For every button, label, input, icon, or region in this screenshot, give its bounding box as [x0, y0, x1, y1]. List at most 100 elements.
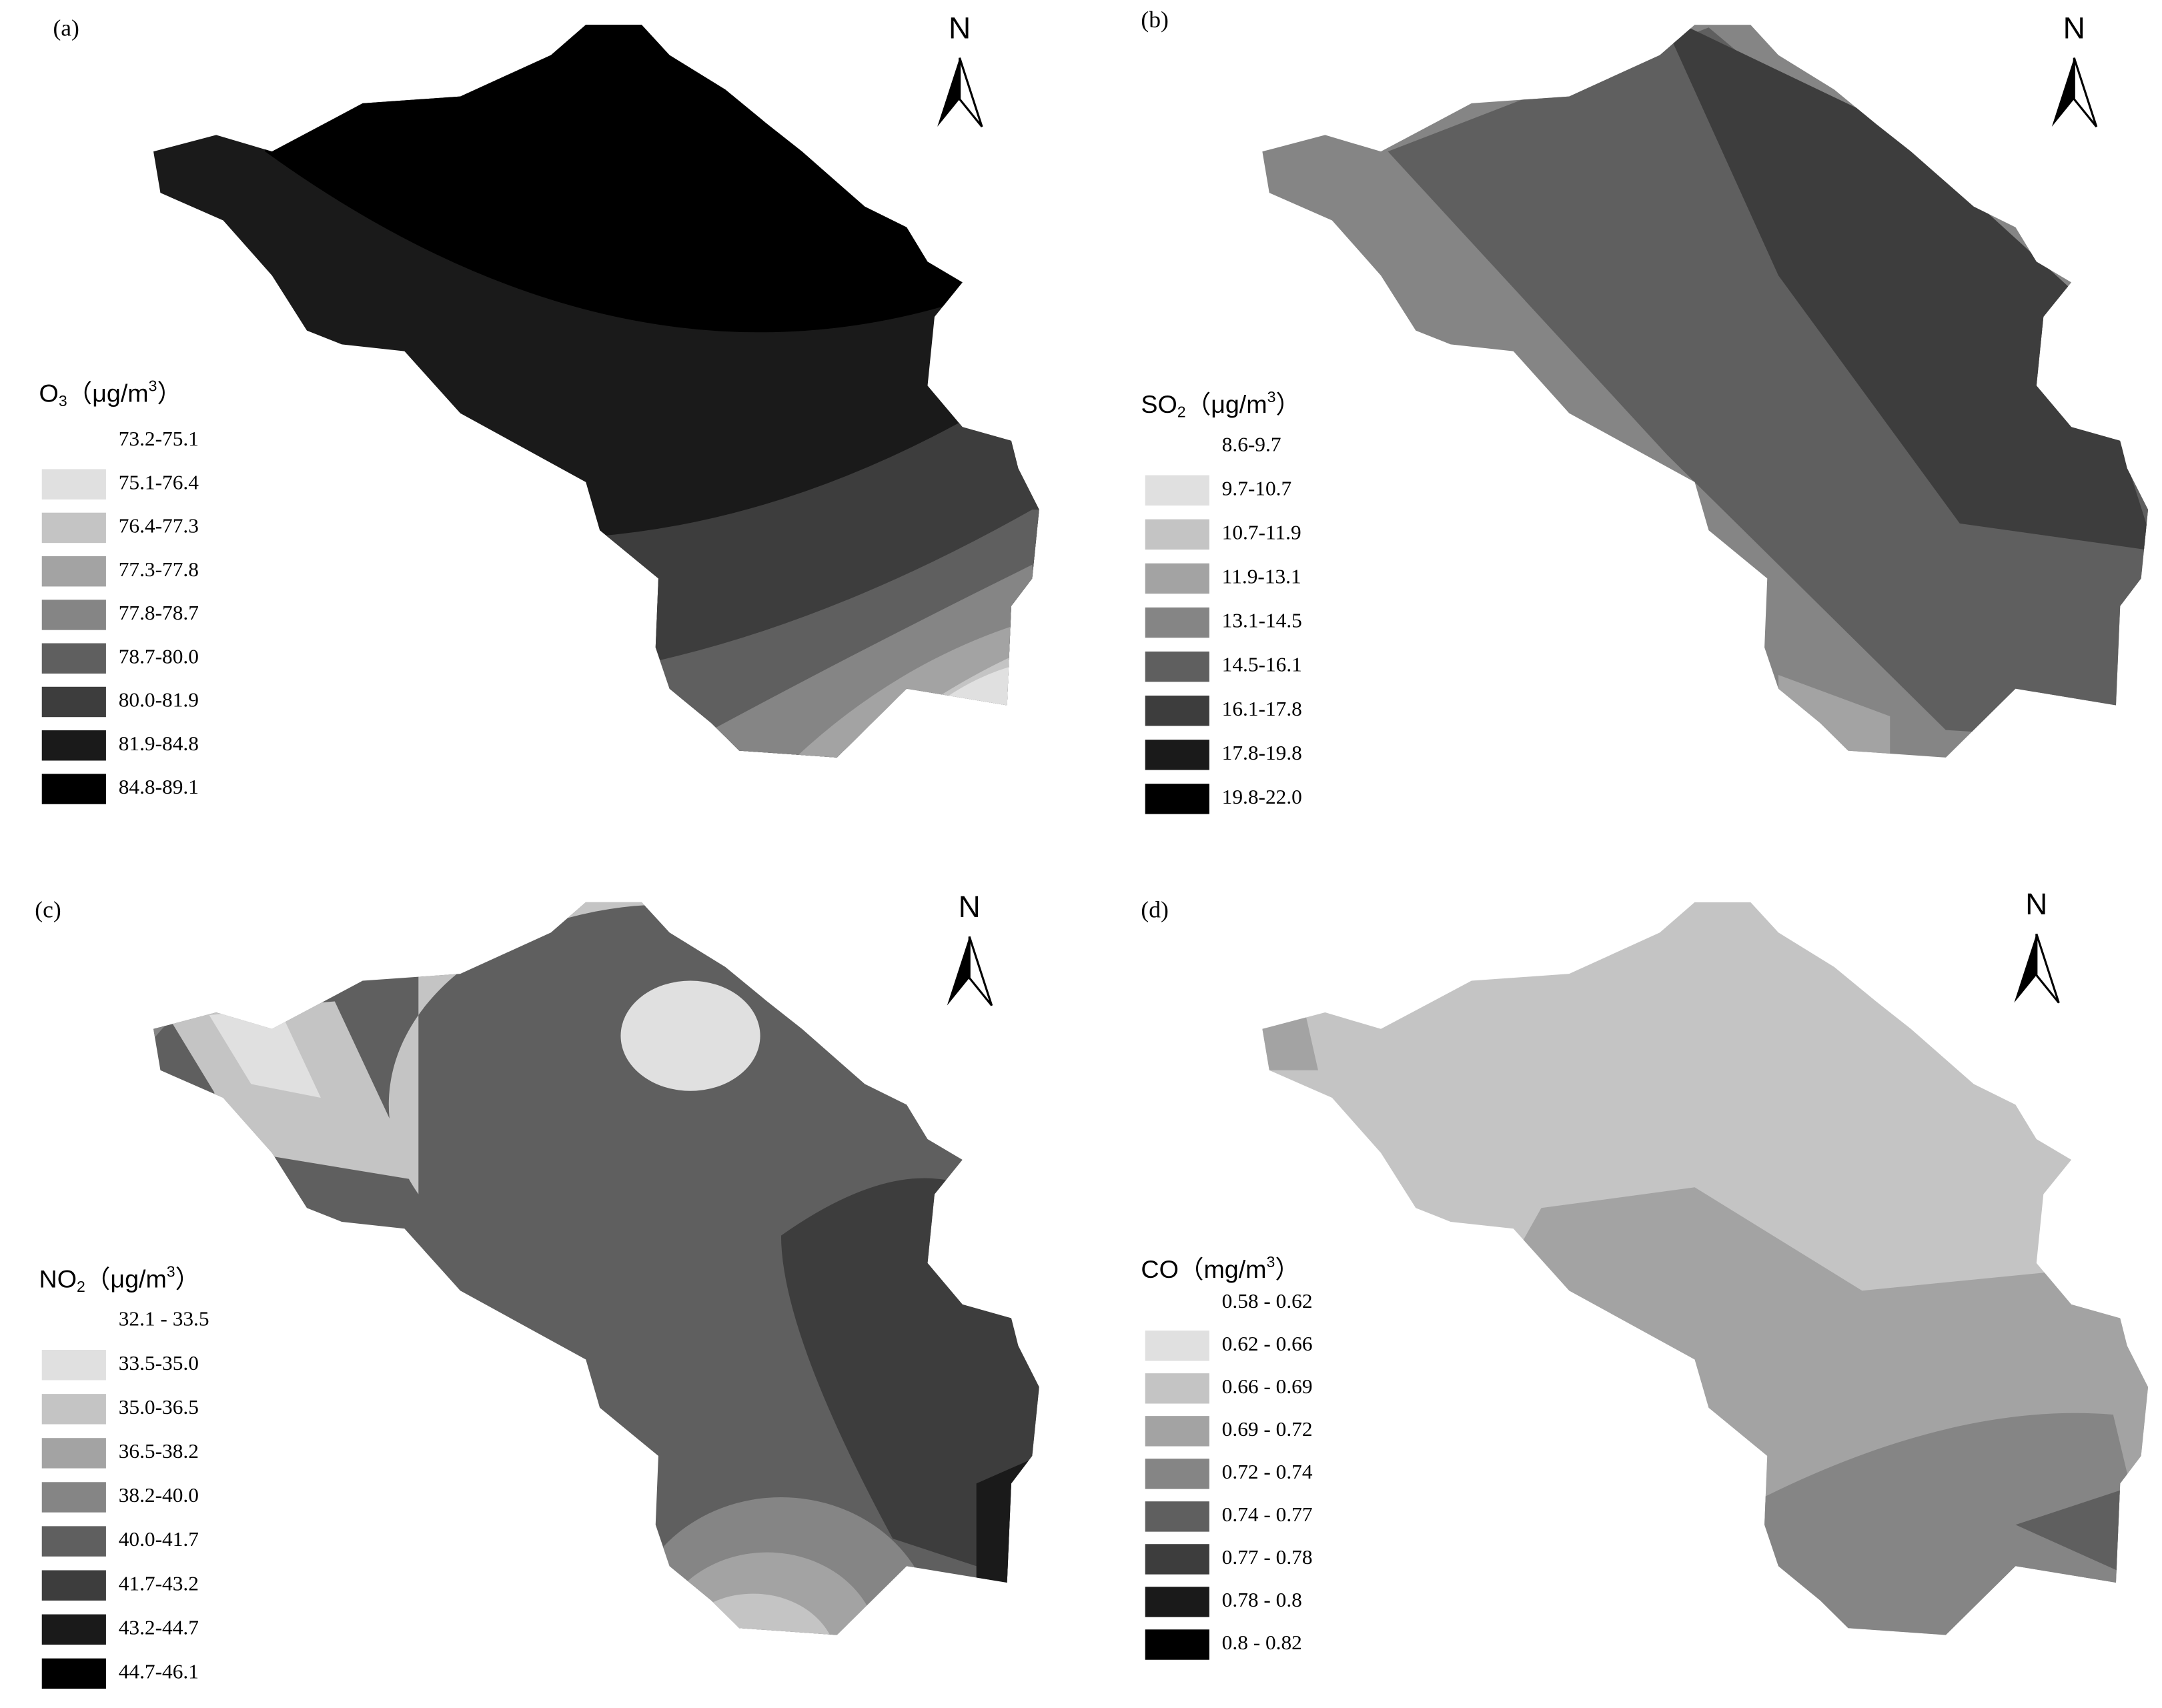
- legend-swatch: [1145, 1331, 1209, 1361]
- legend-title: O3（μg/m3）: [39, 377, 183, 409]
- legend-swatch: [41, 512, 106, 544]
- north-arrow-dark: [2014, 934, 2037, 1003]
- legend-label: 35.0-36.5: [119, 1395, 199, 1419]
- legend-swatch: [1145, 607, 1209, 638]
- legend-label: 44.7-46.1: [119, 1660, 199, 1683]
- legend-title-part: 3: [59, 392, 67, 409]
- legend-swatch: [1145, 519, 1209, 550]
- legend-label: 0.72 - 0.74: [1222, 1460, 1313, 1483]
- legend-title-part: ）: [157, 379, 182, 407]
- legend-swatch: [1145, 1629, 1209, 1660]
- legend-swatch: [41, 686, 106, 718]
- legend-swatch: [41, 1350, 106, 1381]
- legend-title-part: ）: [1275, 390, 1301, 418]
- legend-swatch: [41, 1394, 106, 1425]
- panel-label: (c): [35, 896, 61, 922]
- legend-label: 0.8 - 0.82: [1222, 1631, 1302, 1654]
- legend-label: 41.7-43.2: [119, 1571, 199, 1595]
- legend-title-part: O: [39, 379, 59, 407]
- legend-title-part: 3: [167, 1262, 175, 1280]
- map-zone: [209, 1008, 321, 1098]
- legend-label: 76.4-77.3: [119, 514, 199, 538]
- legend-title-part: NO: [39, 1265, 77, 1293]
- legend-swatch: [1145, 1373, 1209, 1404]
- north-label: N: [2063, 11, 2085, 45]
- legend-label: 84.8-89.1: [119, 775, 199, 798]
- north-label: N: [949, 11, 971, 45]
- legend-swatch: [1145, 1416, 1209, 1447]
- legend-title-part: 3: [1267, 1253, 1275, 1270]
- legend-label: 10.7-11.9: [1222, 521, 1301, 544]
- legend-swatch: [41, 1570, 106, 1601]
- legend-label: 80.0-81.9: [119, 688, 199, 712]
- legend-label: 43.2-44.7: [119, 1616, 199, 1639]
- north-arrow-dark: [937, 57, 960, 127]
- legend-title-part: （μg/m: [85, 1265, 167, 1293]
- legend-label: 17.8-19.8: [1222, 741, 1302, 764]
- legend-label: 9.7-10.7: [1222, 477, 1291, 500]
- legend-label: 16.1-17.8: [1222, 697, 1302, 720]
- legend-swatch: [41, 1482, 106, 1513]
- legend-title-part: 2: [1177, 403, 1186, 421]
- map-zone: [1660, 25, 2149, 552]
- legend-label: 0.58 - 0.62: [1222, 1289, 1313, 1313]
- legend-label: 81.9-84.8: [119, 732, 199, 755]
- legend-swatch: [41, 643, 106, 674]
- legend-swatch: [41, 469, 106, 500]
- legend-title: CO（mg/m3）: [1141, 1253, 1300, 1283]
- legend-swatch: [1145, 1587, 1209, 1617]
- legend-label: 0.62 - 0.66: [1222, 1332, 1313, 1355]
- legend-label: 11.9-13.1: [1222, 565, 1301, 588]
- legend-title-part: （μg/m: [1186, 390, 1267, 418]
- legend-title: SO2（μg/m3）: [1141, 388, 1301, 421]
- legend-label: 77.3-77.8: [119, 558, 199, 581]
- legend-label: 73.2-75.1: [119, 427, 199, 450]
- legend-swatch: [41, 1658, 106, 1689]
- legend-swatch: [1145, 651, 1209, 682]
- legend-label: 33.5-35.0: [119, 1351, 199, 1375]
- north-arrow-dark: [2051, 57, 2075, 127]
- legend-swatch: [41, 1438, 106, 1469]
- panel-label: (a): [53, 15, 79, 41]
- legend-swatch: [1145, 1288, 1209, 1319]
- legend-swatch: [41, 1305, 106, 1337]
- panel-label: (d): [1141, 896, 1168, 922]
- legend-swatch: [1145, 695, 1209, 726]
- north-arrow-light: [968, 936, 993, 1006]
- legend-swatch: [1145, 431, 1209, 462]
- legend-label: 19.8-22.0: [1222, 785, 1302, 808]
- legend-swatch: [1145, 563, 1209, 594]
- legend-title-part: 2: [77, 1278, 85, 1295]
- legend-label: 32.1 - 33.5: [119, 1307, 209, 1331]
- north-arrow-light: [959, 57, 983, 127]
- map-zone: [669, 564, 1039, 758]
- map-panel: [1262, 25, 2149, 758]
- legend-label: 75.1-76.4: [119, 470, 199, 494]
- legend-label: 0.66 - 0.69: [1222, 1375, 1313, 1398]
- legend-swatch: [1145, 1501, 1209, 1532]
- legend-label: 0.69 - 0.72: [1222, 1417, 1313, 1441]
- legend-title-part: ）: [175, 1265, 201, 1293]
- legend-label: 40.0-41.7: [119, 1527, 199, 1551]
- legend-swatch: [41, 1526, 106, 1557]
- north-arrow-light: [2073, 57, 2098, 127]
- legend-title-part: ）: [1275, 1255, 1300, 1283]
- map-zone: [620, 980, 760, 1091]
- map-zone: [1388, 27, 2149, 744]
- legend-swatch: [1145, 740, 1209, 770]
- legend-swatch: [41, 600, 106, 630]
- legend-label: 38.2-40.0: [119, 1483, 199, 1507]
- legend-label: 0.78 - 0.8: [1222, 1588, 1302, 1611]
- legend-title-part: 3: [1267, 388, 1276, 405]
- legend-swatch: [41, 556, 106, 587]
- north-arrow-light: [2035, 933, 2060, 1004]
- north-arrow-dark: [947, 936, 970, 1006]
- legend-swatch: [1145, 1459, 1209, 1489]
- legend-title-part: SO: [1141, 390, 1177, 418]
- legend-title-part: CO（mg/m: [1141, 1255, 1266, 1283]
- legend-title-part: 3: [149, 377, 157, 394]
- legend-swatch: [41, 730, 106, 761]
- legend-label: 14.5-16.1: [1222, 653, 1302, 676]
- legend-swatch: [41, 774, 106, 804]
